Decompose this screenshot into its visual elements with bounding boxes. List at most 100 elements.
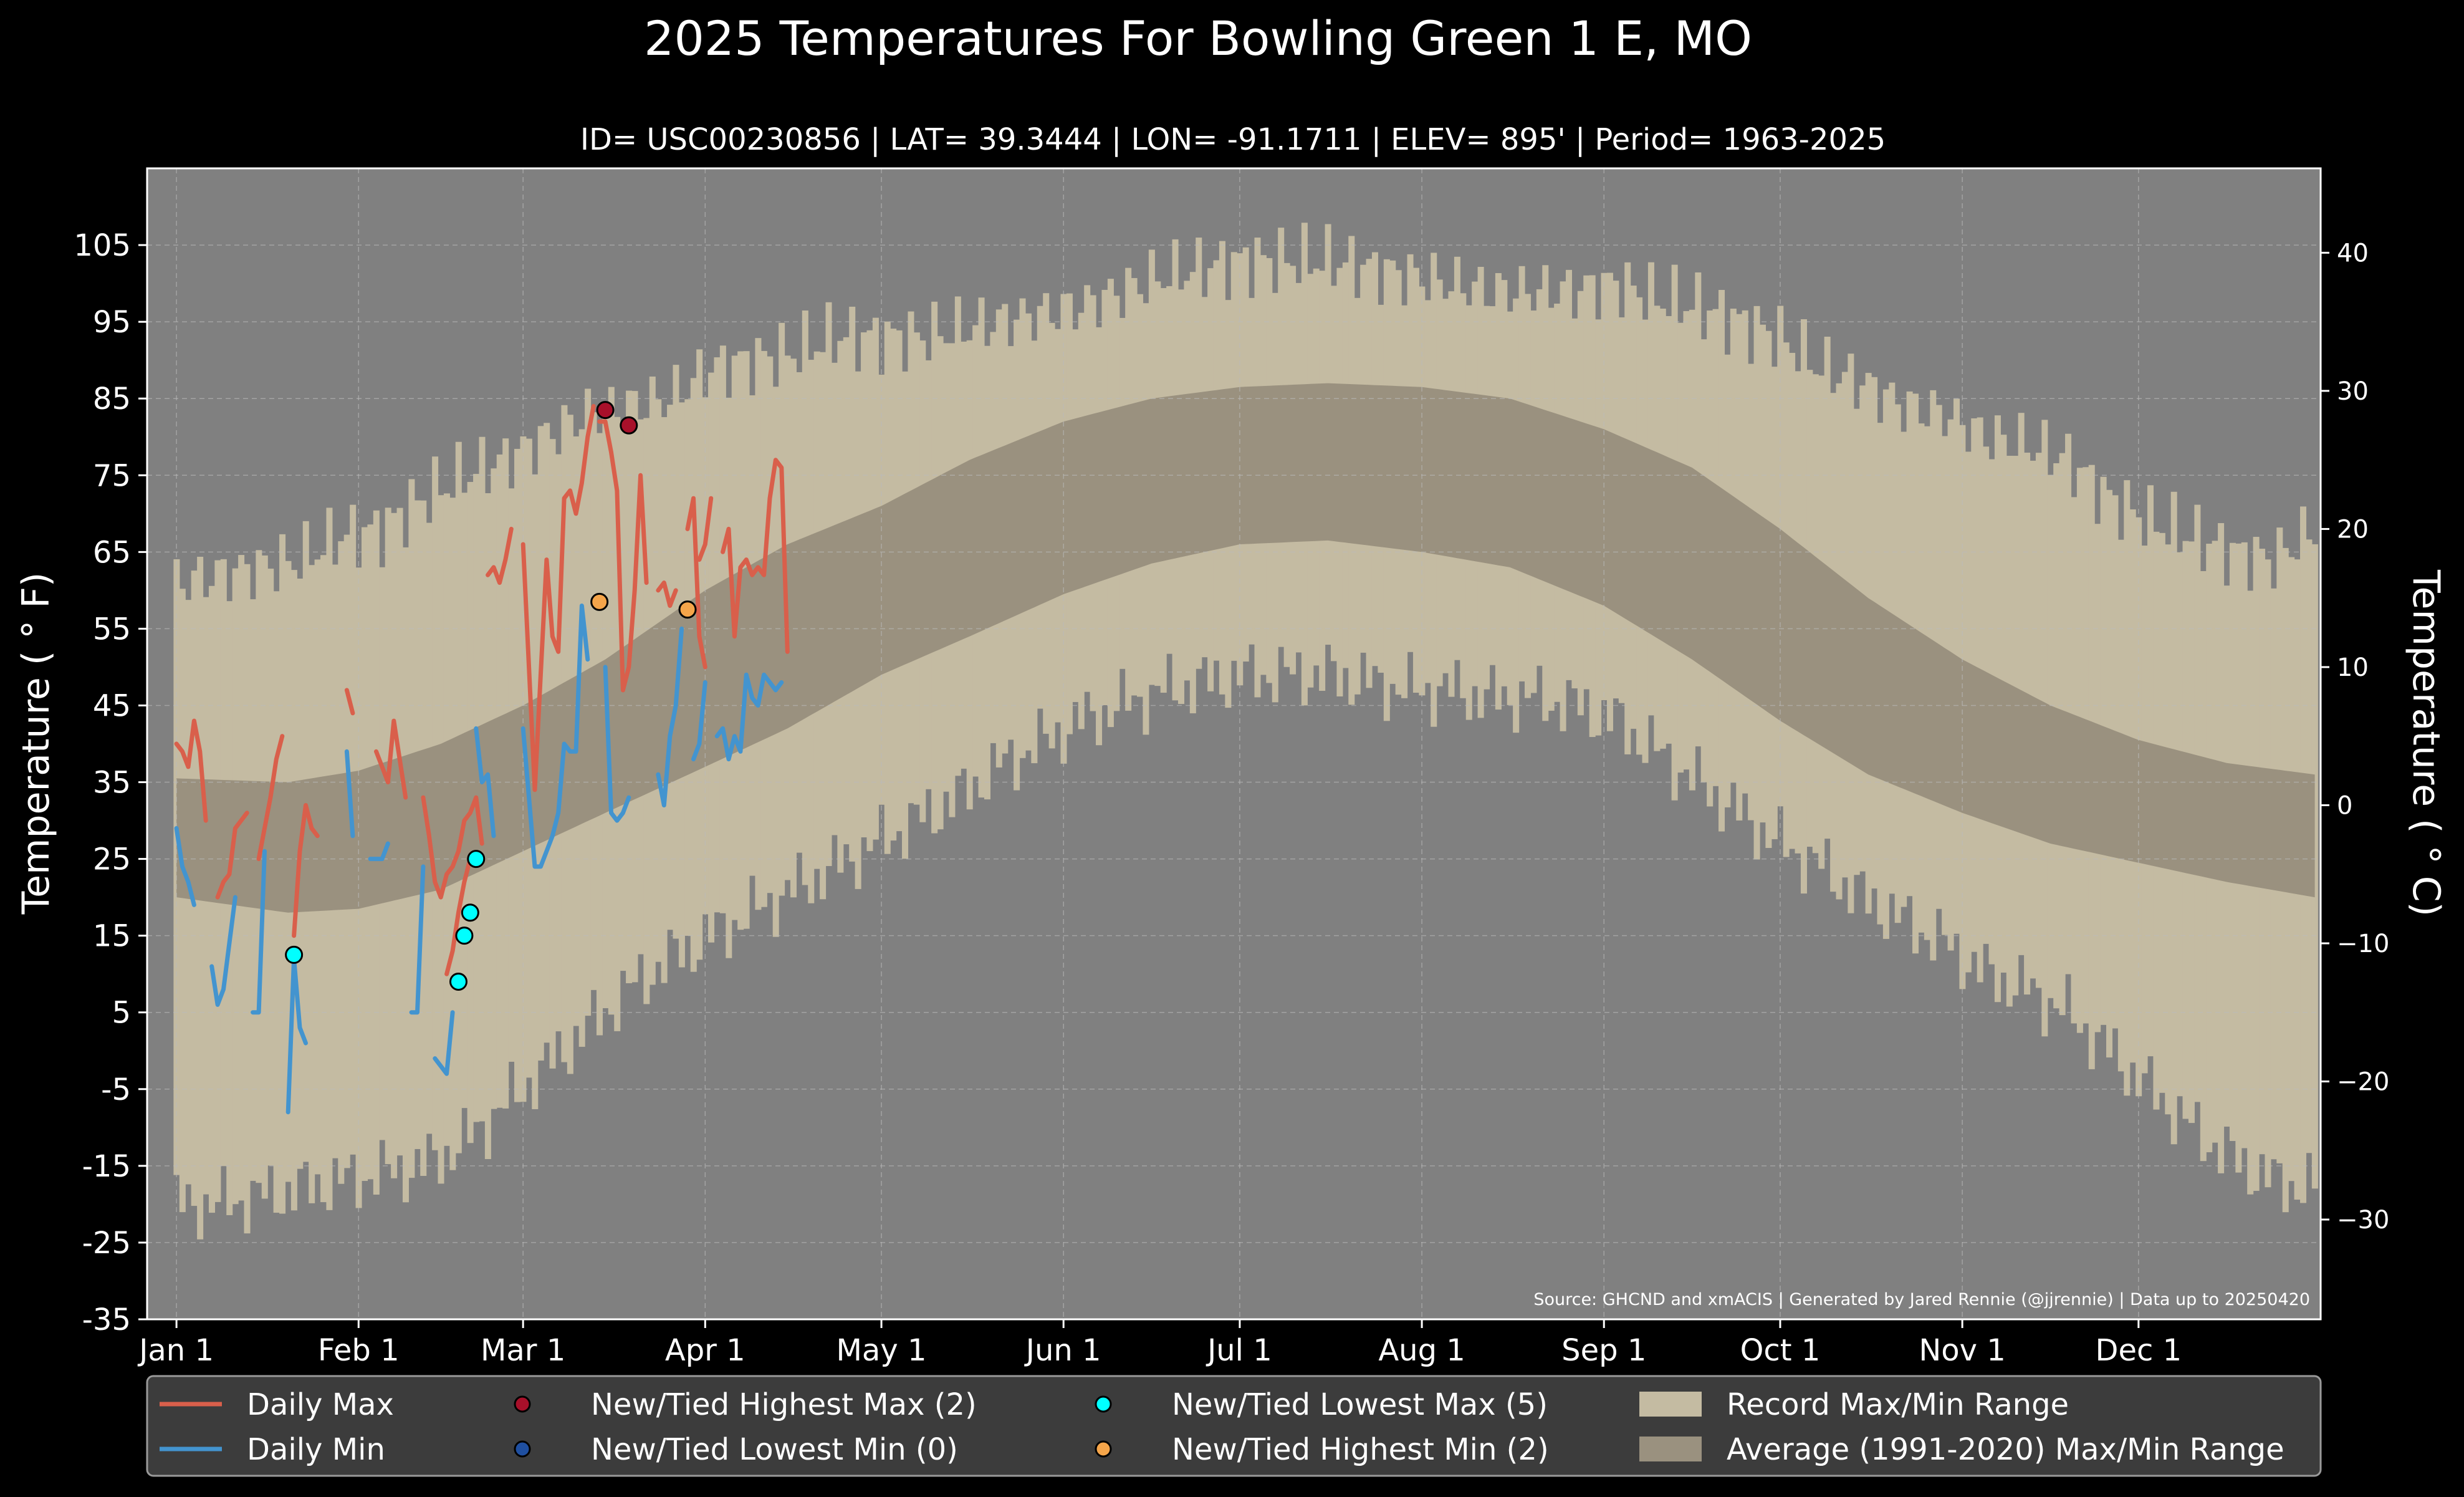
y-tick-label-left: 105 <box>74 228 131 263</box>
daily-series <box>174 404 790 1115</box>
daily-max-line <box>444 857 472 976</box>
y-axis-label-left: Temperature ( ° F) <box>14 572 58 915</box>
grid-lines <box>147 168 2321 1319</box>
y-tick-label-right: −10 <box>2337 930 2389 958</box>
record-high-max-marker <box>620 416 638 435</box>
y-axis-label-right: Temperature ( ° C) <box>2404 569 2448 917</box>
average-range-band <box>176 383 2315 913</box>
x-tick-label: Nov 1 <box>1919 1333 2005 1368</box>
daily-min-line <box>174 826 196 907</box>
record-range-bar <box>226 601 233 1215</box>
legend-label: New/Tied Lowest Min (0) <box>591 1432 958 1467</box>
y-tick-label-left: 5 <box>112 996 131 1031</box>
legend-swatch-dot <box>1095 1395 1112 1413</box>
daily-min-line <box>714 672 784 762</box>
y-tick-label-left: 25 <box>93 842 131 877</box>
daily-max-line <box>685 496 707 670</box>
daily-max-line <box>256 734 285 862</box>
chart-title: 2025 Temperatures For Bowling Green 1 E,… <box>644 11 1752 66</box>
daily-max-line <box>721 458 790 654</box>
source-note: Source: GHCND and xmACIS | Generated by … <box>1533 1290 2310 1309</box>
record-markers <box>285 401 697 991</box>
legend-swatch-patch <box>1639 1392 1702 1417</box>
legend-label: Record Max/Min Range <box>1727 1387 2069 1422</box>
x-tick-label: Jul 1 <box>1206 1333 1272 1368</box>
daily-min-line <box>603 665 631 823</box>
daily-max-line <box>374 718 408 800</box>
y-tick-label-left: 95 <box>93 305 131 340</box>
daily-max-line <box>697 496 714 562</box>
record-range-bar <box>2247 590 2254 1195</box>
daily-max-line <box>597 419 649 693</box>
legend-swatch-dot <box>514 1440 531 1458</box>
legend-label: New/Tied Highest Max (2) <box>591 1387 977 1422</box>
record-high-min-marker <box>590 592 609 611</box>
y-tick-label-left: 35 <box>93 766 131 801</box>
x-tick-label: Sep 1 <box>1561 1333 1646 1368</box>
daily-min-line <box>209 895 237 1007</box>
x-tick-label: Oct 1 <box>1740 1333 1821 1368</box>
record-range-bar <box>2311 544 2318 1189</box>
record-low-max-marker <box>285 945 304 964</box>
x-tick-label: Aug 1 <box>1378 1333 1465 1368</box>
record-range-bar <box>2065 433 2072 975</box>
daily-max-line <box>656 580 678 608</box>
x-tick-label: Apr 1 <box>665 1333 745 1368</box>
legend-label: Average (1991-2020) Max/Min Range <box>1727 1432 2284 1467</box>
daily-min-line <box>368 841 390 862</box>
daily-max-line <box>292 803 320 938</box>
x-tick-label: Jun 1 <box>1024 1333 1101 1368</box>
daily-min-line <box>251 849 267 1015</box>
record-range-bar <box>2018 413 2025 955</box>
y-tick-label-right: 40 <box>2337 239 2369 267</box>
x-tick-label: Jan 1 <box>137 1333 214 1368</box>
legend-label: New/Tied Lowest Max (5) <box>1172 1387 1548 1422</box>
legend-swatch-dot <box>514 1395 531 1413</box>
legend: Daily Max Daily Min New/Tied Highest Max (… <box>146 1375 2322 1477</box>
record-low-max-marker <box>461 903 479 922</box>
daily-min-line <box>474 726 496 839</box>
daily-min-line <box>691 680 707 762</box>
y-tick-label-left: -15 <box>82 1149 131 1184</box>
legend-swatch-patch <box>1639 1437 1702 1461</box>
daily-min-line <box>520 604 590 869</box>
y-tick-label-right: −30 <box>2337 1206 2389 1235</box>
y-tick-label-right: −20 <box>2337 1067 2389 1096</box>
plot-frame <box>146 167 2322 1321</box>
daily-min-line <box>344 749 355 839</box>
y-tick-label-left: 65 <box>93 535 131 570</box>
axes: 105 95 85 75 65 55 45 35 25 15 5 -5 -15 -25 -35 40 30 20 1… <box>74 228 2389 1368</box>
daily-max-line <box>215 811 249 900</box>
chart-subtitle: ID= USC00230856 | LAT= 39.3444 | LON= -9… <box>580 122 1886 157</box>
record-high-min-marker <box>678 600 697 619</box>
daily-max-line <box>520 404 596 792</box>
daily-max-line <box>486 526 514 585</box>
y-tick-label-left: -35 <box>82 1302 131 1337</box>
legend-label: Daily Max <box>247 1387 394 1422</box>
y-tick-label-left: -5 <box>101 1072 131 1107</box>
y-tick-label-right: 30 <box>2337 377 2369 406</box>
x-tick-label: May 1 <box>837 1333 927 1368</box>
x-tick-label: Dec 1 <box>2096 1333 2182 1368</box>
daily-min-line <box>285 956 308 1115</box>
record-low-max-marker <box>449 973 467 991</box>
y-tick-label-left: 75 <box>93 458 131 493</box>
y-tick-label-left: 85 <box>93 382 131 416</box>
record-low-max-marker <box>455 927 474 945</box>
y-tick-label-right: 10 <box>2337 653 2369 682</box>
x-tick-label: Mar 1 <box>481 1333 565 1368</box>
legend-box <box>146 1375 2322 1477</box>
daily-max-line <box>174 718 208 823</box>
legend-label: New/Tied Highest Min (2) <box>1172 1432 1549 1467</box>
daily-max-line <box>421 795 484 900</box>
record-high-max-marker <box>596 401 615 420</box>
y-tick-label-right: 20 <box>2337 515 2369 544</box>
daily-min-line <box>409 864 426 1015</box>
x-tick-label: Feb 1 <box>318 1333 400 1368</box>
record-range-bar <box>179 589 186 1213</box>
y-tick-label-left: 55 <box>93 612 131 647</box>
y-tick-label-left: 45 <box>93 688 131 723</box>
record-low-max-marker <box>467 850 486 869</box>
daily-min-line <box>433 1010 455 1076</box>
